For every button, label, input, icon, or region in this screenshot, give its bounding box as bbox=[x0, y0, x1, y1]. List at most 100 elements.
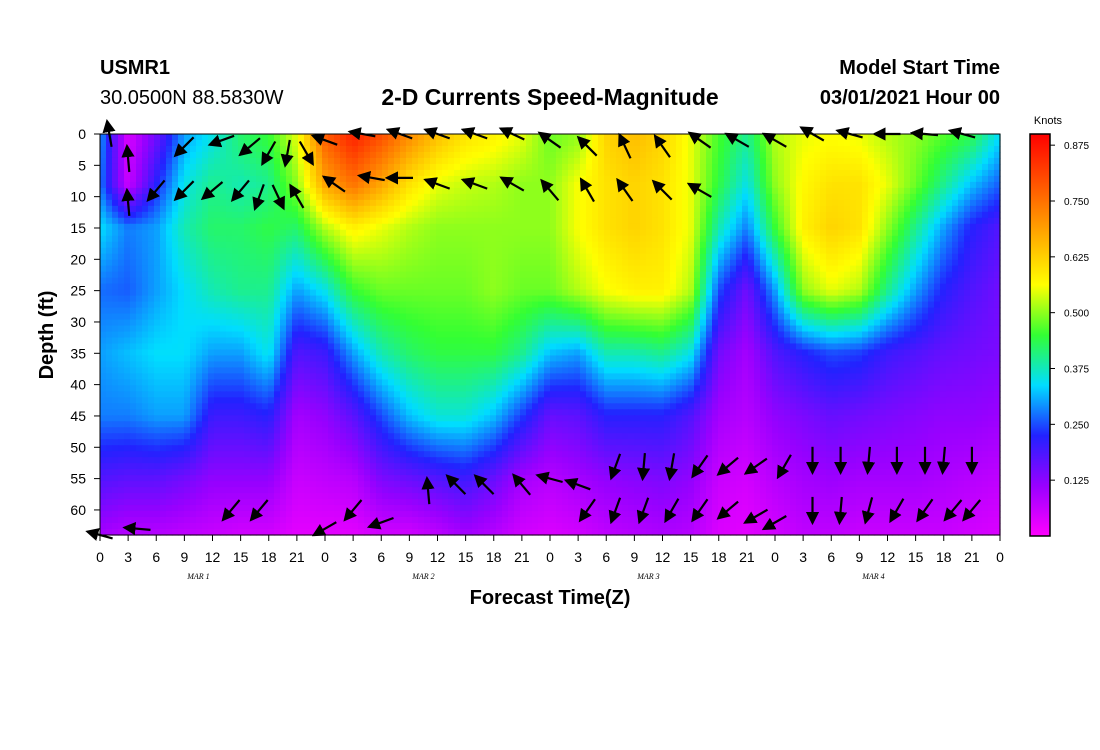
heatmap-cell bbox=[364, 145, 371, 153]
heatmap-cell bbox=[568, 169, 575, 177]
heatmap-cell bbox=[454, 301, 461, 309]
heatmap-cell bbox=[742, 283, 749, 291]
heatmap-cell bbox=[868, 253, 875, 261]
heatmap-cell bbox=[574, 163, 581, 171]
heatmap-cell bbox=[994, 295, 1001, 303]
heatmap-cell bbox=[388, 157, 395, 165]
heatmap-cell bbox=[586, 259, 593, 267]
heatmap-cell bbox=[190, 157, 197, 165]
heatmap-cell bbox=[232, 307, 239, 315]
heatmap-cell bbox=[520, 229, 527, 237]
heatmap-cell bbox=[514, 283, 521, 291]
heatmap-cell bbox=[118, 289, 125, 297]
heatmap-cell bbox=[874, 313, 881, 321]
heatmap-cell bbox=[808, 211, 815, 219]
heatmap-cell bbox=[448, 199, 455, 207]
heatmap-cell bbox=[814, 235, 821, 243]
heatmap-cell bbox=[388, 307, 395, 315]
heatmap-cell bbox=[256, 175, 263, 183]
heatmap-cell bbox=[544, 145, 551, 153]
heatmap-cell bbox=[652, 289, 659, 297]
heatmap-cell bbox=[454, 229, 461, 237]
heatmap-cell bbox=[748, 139, 755, 147]
heatmap-cell bbox=[778, 217, 785, 225]
heatmap-cell bbox=[772, 283, 779, 291]
heatmap-cell bbox=[214, 253, 221, 261]
heatmap-cell bbox=[130, 295, 137, 303]
heatmap-cell bbox=[976, 205, 983, 213]
heatmap-cell bbox=[220, 145, 227, 153]
heatmap-cell bbox=[952, 151, 959, 159]
heatmap-cell bbox=[556, 187, 563, 195]
heatmap-cell bbox=[994, 289, 1001, 297]
heatmap-cell bbox=[604, 199, 611, 207]
heatmap-cell bbox=[658, 235, 665, 243]
heatmap-cell bbox=[130, 271, 137, 279]
heatmap-cell bbox=[556, 283, 563, 291]
heatmap-cell bbox=[100, 223, 107, 231]
heatmap-cell bbox=[100, 313, 107, 321]
heatmap-cell bbox=[628, 325, 635, 333]
heatmap-cell bbox=[460, 205, 467, 213]
heatmap-cell bbox=[760, 235, 767, 243]
heatmap-cell bbox=[598, 319, 605, 327]
heatmap-cell bbox=[322, 187, 329, 195]
heatmap-cell bbox=[388, 259, 395, 267]
heatmap-cell bbox=[652, 247, 659, 255]
heatmap-cell bbox=[964, 301, 971, 309]
heatmap-cell bbox=[928, 134, 935, 141]
heatmap-cell bbox=[502, 253, 509, 261]
heatmap-cell bbox=[628, 151, 635, 159]
heatmap-cell bbox=[562, 307, 569, 315]
heatmap-cell bbox=[628, 205, 635, 213]
heatmap-cell bbox=[352, 283, 359, 291]
heatmap-cell bbox=[592, 193, 599, 201]
heatmap-cell bbox=[544, 169, 551, 177]
heatmap-cell bbox=[976, 253, 983, 261]
heatmap-cell bbox=[712, 319, 719, 327]
heatmap-cell bbox=[424, 253, 431, 261]
heatmap-cell bbox=[730, 271, 737, 279]
heatmap-cell bbox=[106, 235, 113, 243]
heatmap-cell bbox=[808, 295, 815, 303]
heatmap-cell bbox=[898, 175, 905, 183]
heatmap-cell bbox=[754, 193, 761, 201]
heatmap-cell bbox=[568, 211, 575, 219]
heatmap-cell bbox=[544, 163, 551, 171]
heatmap-cell bbox=[226, 157, 233, 165]
heatmap-cell bbox=[550, 175, 557, 183]
heatmap-cell bbox=[124, 163, 131, 171]
heatmap-cell bbox=[478, 151, 485, 159]
heatmap-cell bbox=[196, 319, 203, 327]
heatmap-cell bbox=[724, 175, 731, 183]
heatmap-cell bbox=[604, 283, 611, 291]
heatmap-cell bbox=[484, 169, 491, 177]
heatmap-cell bbox=[226, 187, 233, 195]
heatmap-cell bbox=[976, 235, 983, 243]
heatmap-cell bbox=[100, 163, 107, 171]
heatmap-cell bbox=[724, 265, 731, 273]
heatmap-cell bbox=[442, 211, 449, 219]
heatmap-cell bbox=[658, 319, 665, 327]
heatmap-cell bbox=[682, 217, 689, 225]
heatmap-cell bbox=[928, 271, 935, 279]
heatmap-cell bbox=[106, 157, 113, 165]
heatmap-cell bbox=[418, 211, 425, 219]
heatmap-cell bbox=[160, 259, 167, 267]
heatmap-cell bbox=[430, 211, 437, 219]
heatmap-cell bbox=[784, 259, 791, 267]
heatmap-cell bbox=[154, 163, 161, 171]
heatmap-cell bbox=[664, 235, 671, 243]
heatmap-cell bbox=[388, 247, 395, 255]
heatmap-cell bbox=[964, 217, 971, 225]
heatmap-cell bbox=[574, 295, 581, 303]
heatmap-cell bbox=[778, 199, 785, 207]
heatmap-cell bbox=[844, 241, 851, 249]
heatmap-cell bbox=[112, 259, 119, 267]
heatmap-cell bbox=[772, 247, 779, 255]
heatmap-cell bbox=[838, 277, 845, 285]
heatmap-cell bbox=[124, 247, 131, 255]
heatmap-cell bbox=[694, 217, 701, 225]
heatmap-cell bbox=[556, 253, 563, 261]
heatmap-cell bbox=[244, 325, 251, 333]
